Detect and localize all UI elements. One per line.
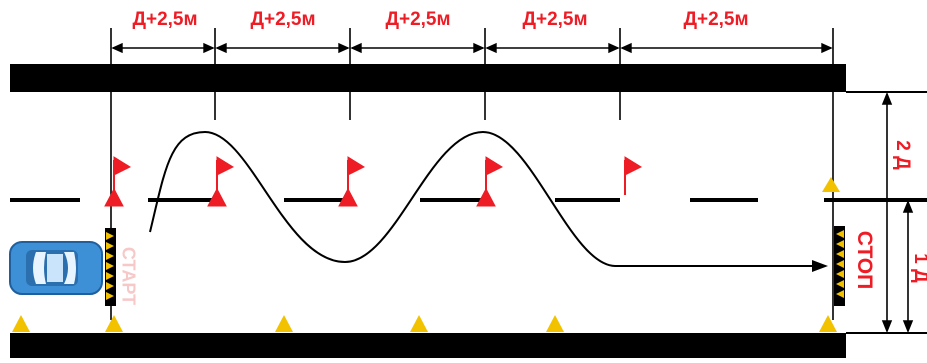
- lane-width-label: 1 Д: [909, 253, 927, 282]
- top-road-edge: [10, 64, 846, 92]
- flag-marker-2: [207, 156, 235, 207]
- trajectory-arrowhead: [812, 260, 828, 272]
- segment-label-2: Д+2,5м: [250, 9, 316, 30]
- flag-marker-4: [476, 156, 504, 207]
- vehicle-trajectory-path: [149, 130, 815, 267]
- cone-icon: [822, 177, 840, 192]
- flag-markers: [104, 156, 643, 207]
- segment-label-3: Д+2,5м: [385, 9, 451, 30]
- flag-marker-1: [104, 156, 132, 207]
- cone-icon: [410, 315, 428, 332]
- cone-markers: [12, 177, 840, 332]
- dimension-arrows: [111, 42, 833, 54]
- flag-marker-3: [338, 156, 366, 207]
- start-label: СТАРТ: [118, 246, 139, 306]
- segment-label-1: Д+2,5м: [132, 9, 198, 30]
- cone-icon: [12, 315, 30, 332]
- stop-label: СТОП: [853, 230, 876, 290]
- road-width-label: 2 Д: [892, 140, 913, 170]
- cone-icon: [819, 315, 837, 332]
- cone-icon: [105, 315, 123, 332]
- car-icon: [9, 241, 103, 295]
- cone-icon: [275, 315, 293, 332]
- cone-icon: [546, 315, 564, 332]
- flag-marker-5: [624, 156, 643, 195]
- width-dimension-arrows: [881, 91, 914, 334]
- bottom-road-edge: [10, 333, 846, 358]
- start-line-markers: [105, 228, 116, 306]
- segment-label-5: Д+2,5м: [683, 9, 749, 30]
- segment-label-4: Д+2,5м: [522, 9, 588, 30]
- stop-line-markers: [834, 226, 845, 306]
